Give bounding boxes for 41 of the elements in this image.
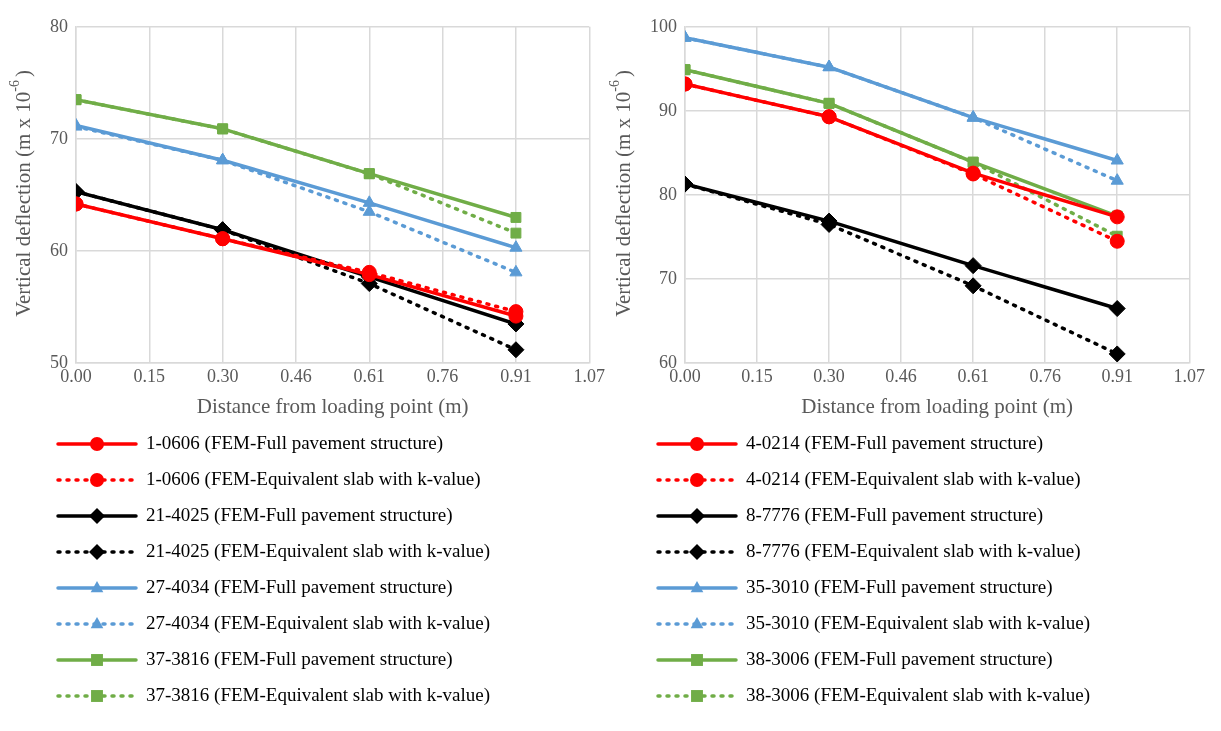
x-tick-label: 0.76: [1029, 365, 1061, 386]
legend-label: 4-0214 (FEM-Equivalent slab with k-value): [746, 467, 1081, 490]
y-tick-label: 100: [650, 15, 677, 36]
y-tick-label: 80: [659, 183, 677, 204]
legend-label: 4-0214 (FEM-Full pavement structure): [746, 431, 1044, 454]
legend-label: 35-3010 (FEM-Equivalent slab with k-value): [746, 611, 1091, 634]
legend-label: 27-4034 (FEM-Full pavement structure): [146, 575, 453, 598]
y-axis-title: Vertical deflection (m x 10-6): [6, 70, 35, 317]
legend-label: 1-0606 (FEM-Full pavement structure): [146, 431, 444, 454]
y-tick-label: 60: [50, 239, 68, 260]
x-axis-title: Distance from loading point (m): [196, 393, 469, 418]
x-tick-label: 0.15: [741, 365, 773, 386]
y-tick-label: 70: [50, 127, 68, 148]
legend-label: 8-7776 (FEM-Equivalent slab with k-value): [746, 539, 1081, 562]
x-tick-label: 0.30: [813, 365, 845, 386]
x-tick-label: 0.91: [1101, 365, 1133, 386]
x-tick-label: 0.91: [500, 365, 532, 386]
legend-label: 1-0606 (FEM-Equivalent slab with k-value): [146, 467, 481, 490]
legend-label: 8-7776 (FEM-Full pavement structure): [746, 503, 1044, 526]
x-tick-label: 1.07: [1173, 365, 1205, 386]
legend-label: 35-3010 (FEM-Full pavement structure): [746, 575, 1053, 598]
y-tick-label: 70: [659, 267, 677, 288]
x-tick-label: 1.07: [573, 365, 605, 386]
legend-label: 38-3006 (FEM-Equivalent slab with k-value): [746, 683, 1091, 706]
legend-label: 27-4034 (FEM-Equivalent slab with k-value): [146, 611, 491, 634]
x-tick-label: 0.61: [957, 365, 989, 386]
legend-label: 37-3816 (FEM-Full pavement structure): [146, 647, 453, 670]
x-tick-label: 0.46: [885, 365, 917, 386]
y-tick-label: 80: [50, 15, 68, 36]
x-tick-label: 0.76: [426, 365, 459, 386]
x-tick-label: 0.61: [353, 365, 386, 386]
legend-label: 21-4025 (FEM-Full pavement structure): [146, 503, 453, 526]
legend-label: 21-4025 (FEM-Equivalent slab with k-value): [146, 539, 491, 562]
legend-label: 38-3006 (FEM-Full pavement structure): [746, 647, 1053, 670]
x-tick-label: 0.15: [133, 365, 166, 386]
x-tick-label: 0.46: [280, 365, 312, 386]
x-axis-title: Distance from loading point (m): [801, 393, 1074, 418]
x-tick-label: 0.30: [206, 365, 239, 386]
legend-label: 37-3816 (FEM-Equivalent slab with k-value): [146, 683, 491, 706]
y-axis-title: Vertical deflection (m x 10-6): [606, 70, 635, 317]
y-tick-label: 90: [659, 99, 677, 120]
